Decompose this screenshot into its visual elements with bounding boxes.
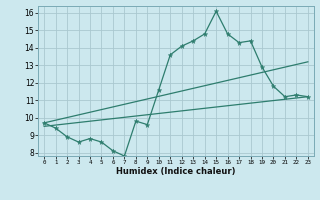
X-axis label: Humidex (Indice chaleur): Humidex (Indice chaleur): [116, 167, 236, 176]
